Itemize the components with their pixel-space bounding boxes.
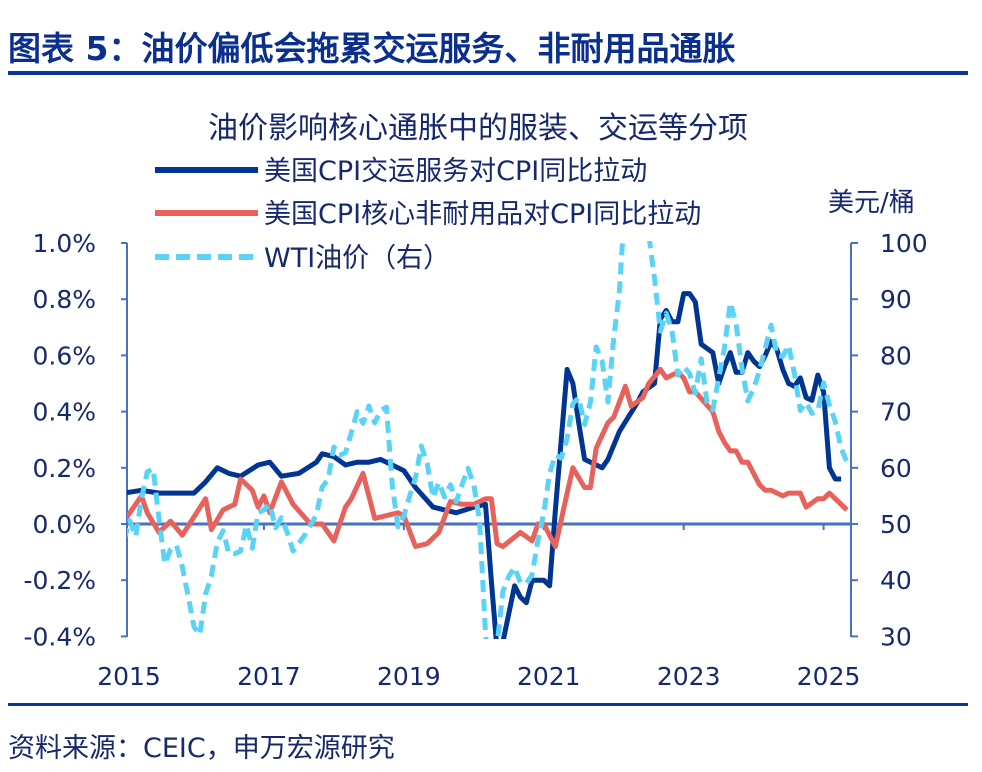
left-axis-tick-label: 0.4% [32,398,96,427]
x-axis-tick-label: 2017 [237,662,301,691]
x-axis-tick-label: 2019 [377,662,441,691]
series-line-wti [127,241,850,639]
legend-label-nondurables: 美国CPI核心非耐用品对CPI同比拉动 [264,199,701,230]
right-axis-tick-label: 90 [880,285,912,314]
legend: 美国CPI交运服务对CPI同比拉动 美国CPI核心非耐用品对CPI同比拉动 WT… [155,156,701,274]
right-axis-tick-label: 50 [880,510,912,539]
title-divider [8,71,968,75]
right-axis-unit: 美元/桶 [828,188,915,218]
right-axis-tick-label: 40 [880,566,912,595]
left-axis-tick-label: -0.2% [23,566,96,595]
left-axis-tick-label: 0.0% [32,510,96,539]
left-axis-tick-label: 0.8% [32,285,96,314]
right-axis-tick-label: 70 [880,398,912,427]
left-axis-tick-label: 0.6% [32,341,96,370]
legend-label-wti: WTI油价（右） [264,243,450,274]
series-line-nondurables [127,366,849,549]
chart-title: 油价影响核心通胀中的服装、交运等分项 [208,111,748,146]
left-axis-tick-label: 0.2% [32,454,96,483]
x-axis-tick-label: 2025 [797,662,861,691]
x-axis-tick-label: 2021 [517,662,581,691]
figure-title: 图表 5：油价偏低会拖累交运服务、非耐用品通胀 [8,29,736,68]
right-axis-tick-label: 100 [880,229,928,258]
legend-label-transport: 美国CPI交运服务对CPI同比拉动 [264,156,647,187]
series-line-transport [127,291,842,639]
source-note: 资料来源：CEIC，申万宏源研究 [8,733,395,764]
right-axis-tick-label: 30 [880,622,912,651]
x-axis-tick-label: 2023 [657,662,721,691]
right-axis-tick-label: 80 [880,341,912,370]
footer-divider [8,703,968,706]
x-axis-tick-label: 2015 [97,662,161,691]
right-axis-tick-label: 60 [880,454,912,483]
left-axis-tick-label: 1.0% [32,229,96,258]
left-axis-tick-label: -0.4% [23,622,96,651]
